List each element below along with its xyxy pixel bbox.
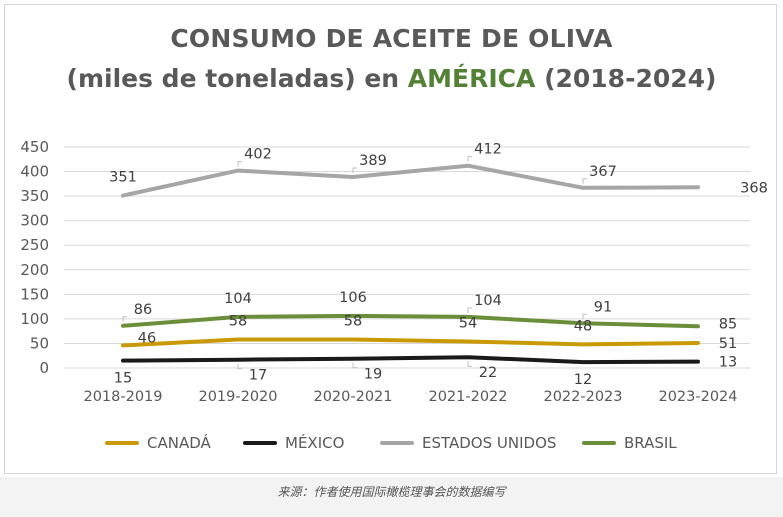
legend-swatch (582, 441, 616, 445)
data-label: 104 (224, 291, 252, 307)
chart-frame (4, 4, 777, 474)
data-label: 402 (244, 147, 272, 163)
data-label: 104 (474, 293, 502, 309)
chart-legend: CANADÁ MÉXICO ESTADOS UNIDOS BRASIL (0, 434, 783, 456)
series-line (121, 313, 700, 329)
data-label: 58 (344, 314, 362, 330)
legend-item: BRASIL (582, 434, 677, 452)
y-tick-label: 300 (20, 212, 49, 230)
subtitle-prefix: (miles de toneladas) en (66, 64, 408, 93)
source-note: 来源：作者使用国际橄榄理事会的数据编写 (0, 477, 783, 517)
legend-label: CANADÁ (147, 434, 211, 452)
data-label: 106 (339, 290, 367, 306)
subtitle-accent: AMÉRICA (407, 64, 536, 93)
data-label: 86 (134, 302, 152, 318)
x-tick-label: 2020-2021 (313, 389, 392, 405)
data-label: 12 (574, 372, 592, 388)
data-label-leader (467, 307, 472, 313)
x-tick-label: 2022-2023 (543, 389, 622, 405)
data-label: 91 (594, 299, 612, 315)
legend-item: ESTADOS UNIDOS (380, 434, 556, 452)
data-label-leader (237, 363, 242, 370)
data-label: 15 (114, 371, 132, 387)
data-label: 368 (740, 180, 768, 196)
data-label: 367 (589, 164, 617, 180)
data-label-leader (582, 313, 587, 320)
y-tick-label: 250 (20, 236, 49, 254)
legend-item: MÉXICO (243, 434, 344, 452)
x-tick-label: 2021-2022 (428, 389, 507, 405)
data-label-leader (237, 161, 242, 167)
legend-swatch (243, 441, 277, 445)
legend-item: CANADÁ (105, 434, 211, 452)
y-tick-label: 200 (20, 261, 49, 279)
y-tick-label: 50 (30, 334, 49, 352)
y-tick-label: 450 (20, 138, 49, 156)
data-label-leader (467, 361, 472, 367)
legend-swatch (380, 441, 414, 445)
series-line (121, 355, 700, 365)
data-label-leader (352, 167, 357, 173)
y-tick-label: 350 (20, 187, 49, 205)
data-label: 22 (479, 365, 497, 381)
legend-label: ESTADOS UNIDOS (422, 434, 557, 452)
data-label: 389 (359, 153, 387, 169)
y-tick-label: 0 (39, 359, 49, 377)
data-label-leader (467, 156, 472, 162)
data-label: 85 (719, 316, 737, 332)
series-line (121, 163, 700, 198)
data-label-leader (122, 316, 127, 322)
legend-label: BRASIL (624, 434, 677, 452)
y-tick-label: 150 (20, 285, 49, 303)
chart-title: CONSUMO DE ACEITE DE OLIVA (170, 24, 613, 53)
data-label: 51 (719, 336, 737, 352)
data-label: 17 (249, 368, 267, 384)
x-tick-label: 2019-2020 (198, 389, 277, 405)
data-label: 46 (138, 330, 156, 346)
series-line (121, 337, 700, 348)
data-label-leader (582, 178, 587, 184)
y-tick-label: 400 (20, 163, 49, 181)
x-tick-label: 2023-2024 (658, 389, 737, 405)
data-label: 13 (719, 355, 737, 371)
y-tick-label: 100 (20, 310, 49, 328)
data-label: 48 (574, 318, 592, 334)
data-label: 54 (459, 315, 477, 331)
data-label: 58 (229, 314, 247, 330)
subtitle-suffix: (2018-2024) (535, 64, 717, 93)
chart-subtitle: (miles de toneladas) en AMÉRICA (2018-20… (0, 64, 783, 93)
data-label-leader (352, 362, 357, 369)
legend-label: MÉXICO (285, 434, 345, 452)
data-label: 19 (364, 367, 382, 383)
legend-swatch (105, 441, 139, 445)
data-label: 412 (474, 142, 502, 158)
data-label: 351 (109, 170, 137, 186)
x-tick-label: 2018-2019 (83, 389, 162, 405)
